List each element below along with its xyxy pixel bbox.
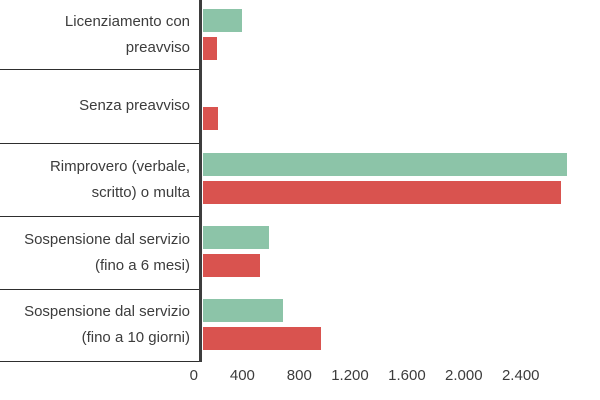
plot-area: [202, 9, 568, 350]
bar-green: [202, 152, 568, 176]
category-row: Sospensione dal servizio (fino a 6 mesi): [0, 217, 201, 290]
category-label: Senza preavviso: [79, 97, 190, 115]
bar-red: [202, 180, 562, 204]
category-label: Sospensione dal servizio (fino a 10 gior…: [24, 303, 190, 347]
bar-green: [202, 9, 243, 32]
category-row: Sospensione dal servizio (fino a 10 gior…: [0, 290, 201, 362]
category-label: Rimprovero (verbale, scritto) o multa: [49, 157, 190, 201]
bar-red: [202, 37, 218, 60]
category-row: Senza preavviso: [0, 70, 201, 144]
x-tick-label: 1.600: [388, 367, 426, 384]
x-tick-label: 1.200: [331, 367, 369, 384]
x-axis: 0 400 800 1.200 1.600 2.000 2.400: [0, 362, 600, 400]
bar-red: [202, 253, 261, 277]
category-row: Licenziamento con preavviso: [0, 0, 201, 70]
x-tick-label: 800: [286, 367, 312, 384]
x-tick-label: 400: [229, 367, 255, 384]
category-label: Licenziamento con preavviso: [64, 12, 190, 56]
bar-red: [202, 326, 321, 350]
category-row: Rimprovero (verbale, scritto) o multa: [0, 144, 201, 217]
x-tick-label: 0: [189, 367, 198, 384]
category-column: Licenziamento con preavviso Senza preavvi…: [0, 0, 201, 362]
category-label: Sospensione dal servizio (fino a 6 mesi): [24, 230, 190, 274]
x-tick-label: 2.400: [501, 367, 540, 384]
bar-red: [202, 107, 219, 130]
bar-green: [202, 225, 270, 249]
x-tick-label: 2.000: [445, 367, 483, 384]
y-axis-line: [199, 0, 202, 362]
bar-green: [202, 298, 283, 322]
